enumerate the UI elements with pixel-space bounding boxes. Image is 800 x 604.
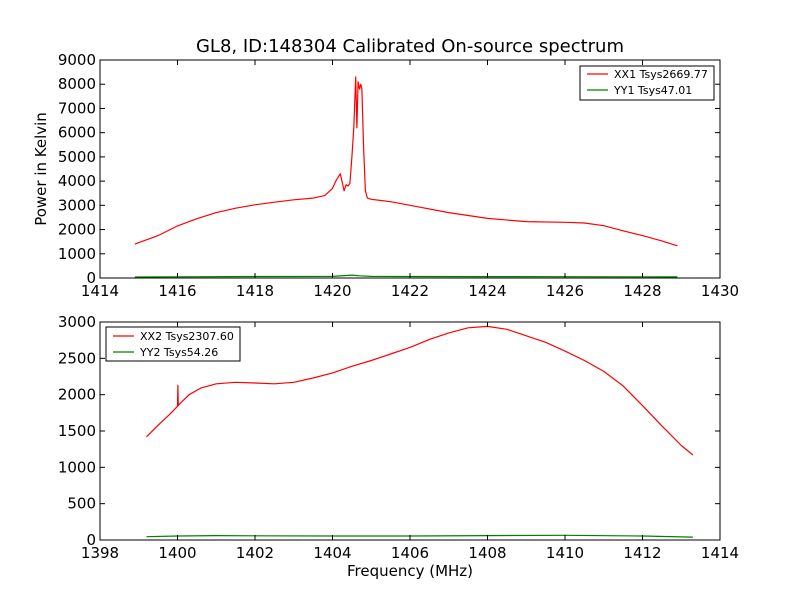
top-x-tick-label: 1422 (391, 282, 429, 300)
top-legend-label-yy1: YY1 Tsys47.01 (613, 84, 692, 97)
bottom-legend-label-yy2: YY2 Tsys54.26 (139, 346, 218, 359)
top-y-tick-label: 6000 (58, 124, 96, 142)
top-y-tick-label: 2000 (58, 221, 96, 239)
bottom-y-tick-label: 0 (86, 531, 96, 549)
bottom-subplot: Frequency (MHz) 1398 1400 1402 1404 1406 1408… (58, 313, 739, 580)
top-y-axis-label: Power in Kelvin (32, 112, 50, 226)
top-legend-box (579, 65, 715, 101)
bottom-y-tick-label: 1500 (58, 422, 96, 440)
top-legend-label-xx1: XX1 Tsys2669.77 (614, 68, 708, 81)
top-subplot: GL8, ID:148304 Calibrated On-source spec… (32, 36, 739, 300)
top-plot-area (134, 76, 678, 278)
bottom-x-tick-label: 1404 (313, 544, 351, 562)
bottom-y-tick-label: 2000 (58, 386, 96, 404)
top-x-tick-label: 1428 (623, 282, 661, 300)
top-y-tick-label: 9000 (58, 51, 96, 69)
bottom-y-tick-label: 1000 (58, 458, 96, 476)
top-y-tick-label: 5000 (58, 148, 96, 166)
top-chart-title: GL8, ID:148304 Calibrated On-source spec… (196, 36, 624, 57)
top-x-tick-label: 1420 (313, 282, 351, 300)
bottom-x-axis-label: Frequency (MHz) (347, 562, 473, 580)
top-x-tick-label: 1426 (546, 282, 584, 300)
bottom-x-tick-label: 1406 (391, 544, 429, 562)
top-x-tick-label: 1424 (468, 282, 506, 300)
top-series-line-1 (134, 76, 678, 247)
bottom-series-line-1 (146, 325, 694, 456)
top-y-tick-label: 1000 (58, 245, 96, 263)
top-x-tick-label: 1418 (236, 282, 274, 300)
top-y-tick-label: 4000 (58, 172, 96, 190)
bottom-ticks: 1398 1400 1402 1404 1406 1408 1410 1412 1414 0 500… (58, 313, 739, 562)
bottom-x-tick-label: 1402 (236, 544, 274, 562)
bottom-x-tick-label: 1408 (468, 544, 506, 562)
bottom-x-tick-label: 1410 (546, 544, 584, 562)
top-y-tick-label: 0 (86, 269, 96, 287)
bottom-series-line-2 (146, 534, 693, 538)
top-y-tick-label: 3000 (58, 196, 96, 214)
top-series-line-2 (134, 274, 678, 278)
bottom-y-tick-label: 2500 (58, 349, 96, 367)
bottom-y-tick-label: 500 (67, 495, 96, 513)
top-x-tick-label: 1416 (158, 282, 196, 300)
bottom-legend-box (105, 326, 241, 362)
top-legend: XX1 Tsys2669.77 YY1 Tsys47.01 (579, 65, 715, 101)
bottom-x-tick-label: 1398 (81, 544, 119, 562)
bottom-x-tick-label: 1412 (623, 544, 661, 562)
top-y-tick-label: 8000 (58, 75, 96, 93)
bottom-plot-area (146, 325, 694, 538)
top-ticks: 1414 1416 1418 1420 1422 1424 1426 1428 1430 0 100… (58, 51, 739, 300)
bottom-legend: XX2 Tsys2307.60 YY2 Tsys54.26 (105, 326, 241, 362)
bottom-y-tick-label: 3000 (58, 313, 96, 331)
top-y-tick-label: 7000 (58, 99, 96, 117)
bottom-x-tick-label: 1400 (158, 544, 196, 562)
top-x-tick-label: 1414 (81, 282, 119, 300)
bottom-x-tick-label: 1414 (701, 544, 739, 562)
bottom-legend-label-xx2: XX2 Tsys2307.60 (140, 330, 234, 343)
top-x-tick-label: 1430 (701, 282, 739, 300)
